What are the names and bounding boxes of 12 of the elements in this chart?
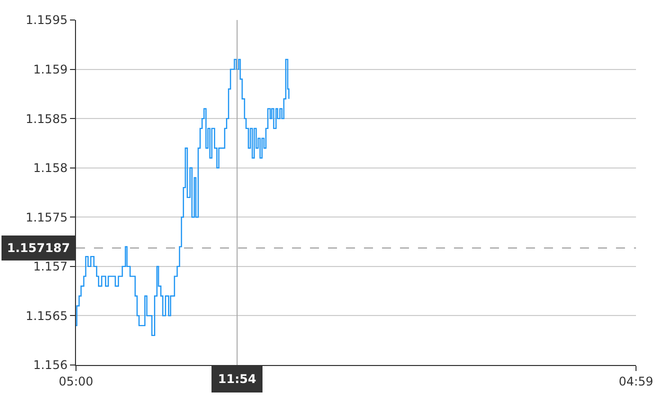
ref-line-label: 11:54 bbox=[218, 372, 256, 386]
x-tick-label: 05:00 bbox=[58, 374, 94, 388]
y-tick-label: 1.157 bbox=[33, 260, 68, 274]
y-tick-label: 1.156 bbox=[33, 358, 68, 372]
ref-line-label: 1.157187 bbox=[7, 241, 70, 255]
y-tick-label: 1.1595 bbox=[26, 13, 68, 28]
y-tick-label: 1.158 bbox=[33, 161, 68, 176]
y-tick-label: 1.1575 bbox=[26, 210, 68, 224]
y-tick-label: 1.1565 bbox=[26, 308, 68, 323]
x-tick-label: 04:59 bbox=[618, 374, 654, 388]
y-tick-label: 1.159 bbox=[33, 62, 68, 76]
y-tick-label: 1.1585 bbox=[26, 112, 68, 126]
